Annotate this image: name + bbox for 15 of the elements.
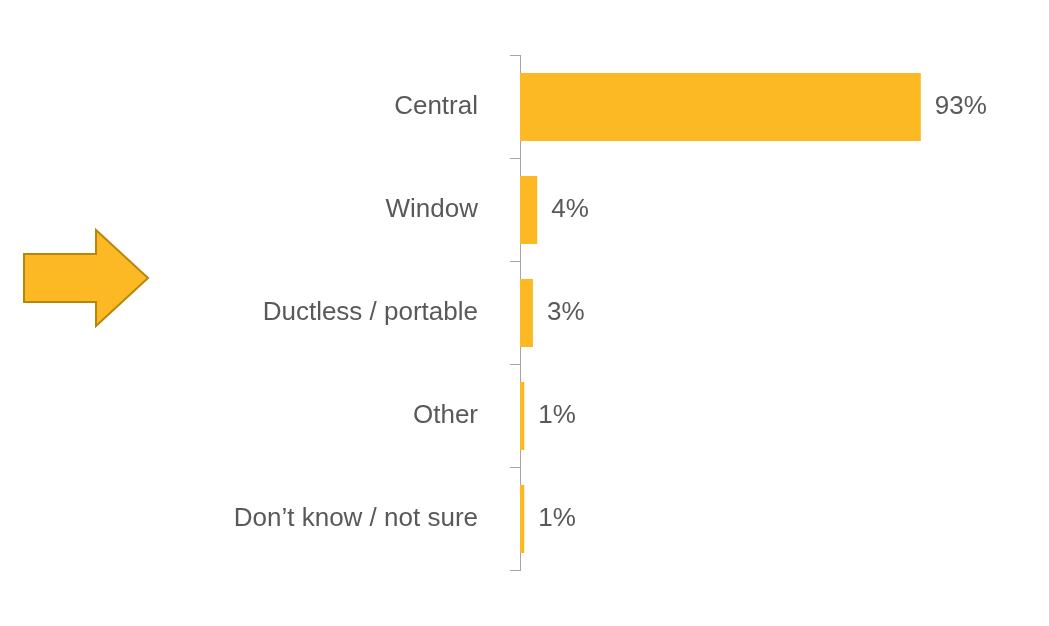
bar bbox=[520, 73, 921, 142]
y-tick-label: Ductless / portable bbox=[262, 296, 478, 327]
data-label: 1% bbox=[538, 399, 576, 430]
data-label: 4% bbox=[551, 193, 589, 224]
y-tick-label: Central bbox=[394, 90, 478, 121]
y-tick-label: Don’t know / not sure bbox=[233, 502, 478, 533]
y-tick-label: Other bbox=[412, 399, 479, 430]
bar bbox=[520, 176, 538, 245]
bar bbox=[520, 279, 533, 347]
data-label: 1% bbox=[538, 502, 576, 533]
data-label: 93% bbox=[934, 90, 987, 121]
data-label: 3% bbox=[546, 296, 585, 327]
bar bbox=[520, 381, 525, 450]
bar bbox=[520, 484, 525, 553]
y-tick-label: Window bbox=[385, 193, 479, 224]
